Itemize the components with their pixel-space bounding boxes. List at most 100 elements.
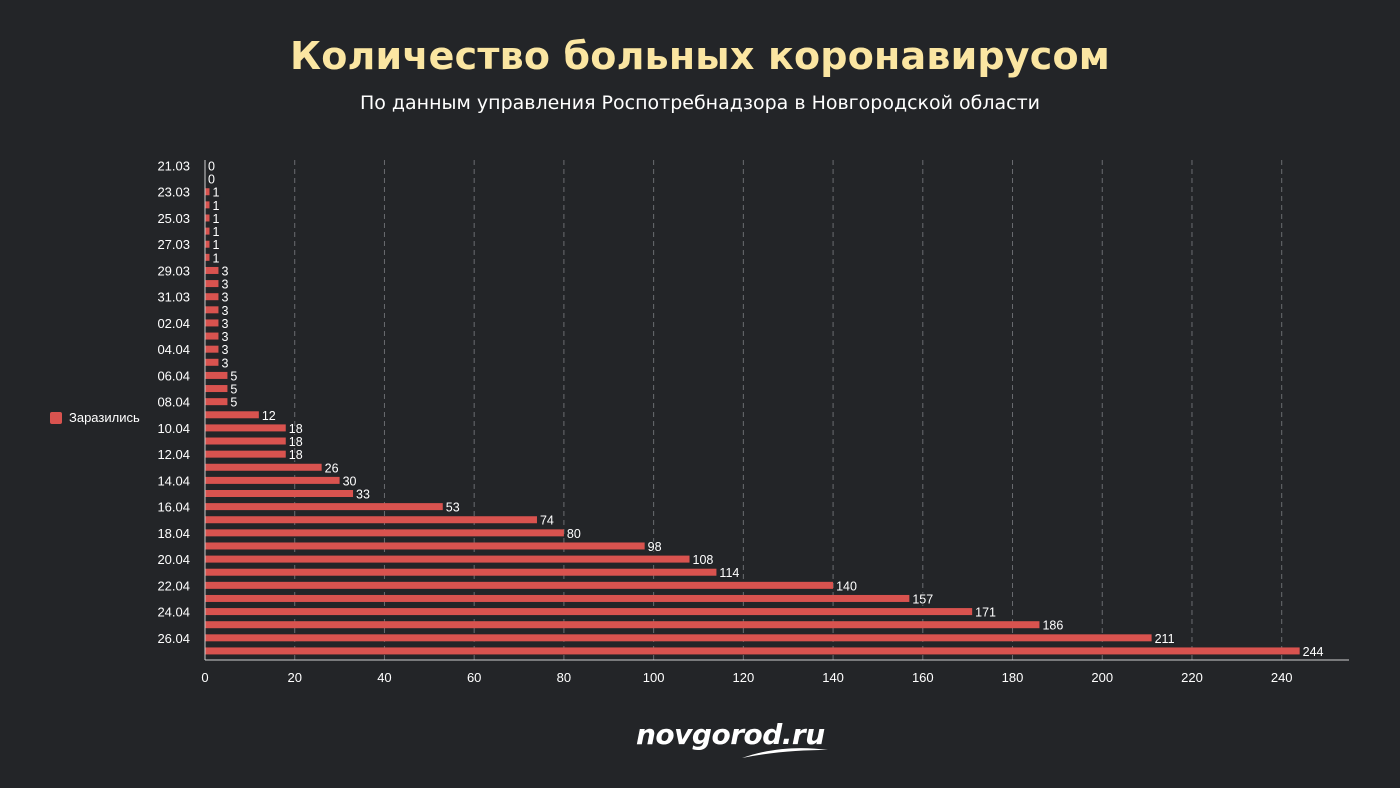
bar[interactable]	[205, 293, 219, 301]
data-label: 98	[648, 540, 662, 554]
logo-swoosh-icon	[742, 748, 828, 758]
bar[interactable]	[205, 411, 259, 419]
bar[interactable]	[205, 398, 228, 406]
y-tick-label: 27.03	[157, 237, 190, 252]
y-tick-label: 12.04	[157, 447, 190, 462]
y-tick-label: 06.04	[157, 368, 190, 383]
bar[interactable]	[205, 371, 228, 379]
bar[interactable]	[205, 266, 219, 274]
x-tick-label: 0	[201, 670, 208, 685]
x-tick-label: 100	[643, 670, 665, 685]
bar[interactable]	[205, 542, 645, 550]
bar[interactable]	[205, 306, 219, 314]
y-tick-label: 26.04	[157, 631, 190, 646]
data-label: 1	[212, 225, 219, 239]
bar[interactable]	[205, 437, 286, 445]
bar[interactable]	[205, 529, 564, 537]
data-label: 114	[719, 566, 739, 580]
data-label: 171	[975, 606, 996, 620]
bar[interactable]	[205, 385, 228, 393]
data-label: 3	[221, 264, 228, 278]
data-label: 1	[212, 186, 219, 200]
bar[interactable]	[205, 280, 219, 288]
bar[interactable]	[205, 332, 219, 340]
bar[interactable]	[205, 634, 1152, 642]
y-tick-label: 20.04	[157, 552, 190, 567]
data-label: 18	[289, 448, 303, 462]
data-label: 0	[208, 160, 215, 174]
data-label: 30	[343, 474, 357, 488]
y-tick-label: 29.03	[157, 263, 190, 278]
x-tick-label: 200	[1091, 670, 1113, 685]
bar[interactable]	[205, 503, 443, 511]
axes: 0 20 40 60 80 100 120 140 160 180 200 220 24021.0323…	[157, 159, 1349, 685]
bar[interactable]	[205, 621, 1040, 629]
bar[interactable]	[205, 450, 286, 458]
chart-title: Количество больных коронавирусом	[289, 34, 1111, 78]
x-tick-label: 60	[467, 670, 481, 685]
bar[interactable]	[205, 516, 537, 524]
bar[interactable]	[205, 201, 210, 209]
bar[interactable]	[205, 424, 286, 432]
bar[interactable]	[205, 214, 210, 222]
data-label: 3	[221, 304, 228, 318]
bar[interactable]	[205, 227, 210, 235]
data-label: 1	[212, 238, 219, 252]
bar[interactable]	[205, 594, 910, 602]
bar[interactable]	[205, 253, 210, 261]
data-label: 0	[208, 173, 215, 187]
y-tick-label: 22.04	[157, 578, 190, 593]
x-tick-label: 180	[1002, 670, 1024, 685]
bar[interactable]	[205, 240, 210, 248]
data-label: 186	[1042, 619, 1063, 633]
y-tick-label: 10.04	[157, 421, 190, 436]
x-tick-label: 240	[1271, 670, 1293, 685]
data-label: 1	[212, 199, 219, 213]
data-label: 1	[212, 212, 219, 226]
bar[interactable]	[205, 358, 219, 366]
x-tick-label: 220	[1181, 670, 1203, 685]
data-label: 33	[356, 488, 370, 502]
y-tick-label: 21.03	[157, 159, 190, 174]
site-logo[interactable]: novgorod.ru	[636, 718, 836, 764]
bars	[205, 188, 1300, 655]
data-label: 244	[1303, 645, 1324, 659]
bar[interactable]	[205, 345, 219, 353]
x-tick-label: 120	[733, 670, 755, 685]
data-label: 140	[836, 579, 857, 593]
bar[interactable]	[205, 608, 973, 616]
y-tick-label: 16.04	[157, 500, 190, 515]
x-tick-label: 160	[912, 670, 934, 685]
y-tick-label: 23.03	[157, 185, 190, 200]
data-label: 1	[212, 251, 219, 265]
bar[interactable]	[205, 463, 322, 471]
data-label: 3	[221, 356, 228, 370]
data-label: 3	[221, 343, 228, 357]
y-tick-label: 14.04	[157, 473, 190, 488]
y-tick-label: 08.04	[157, 395, 190, 410]
data-label: 3	[221, 278, 228, 292]
bar[interactable]	[205, 647, 1300, 655]
data-label: 5	[230, 369, 237, 383]
legend-swatch	[50, 411, 62, 424]
bar[interactable]	[205, 568, 717, 576]
bar[interactable]	[205, 476, 340, 484]
bar[interactable]	[205, 555, 690, 563]
bar[interactable]	[205, 581, 834, 589]
data-label: 211	[1155, 632, 1175, 646]
data-label: 3	[221, 330, 228, 344]
y-tick-label: 25.03	[157, 211, 190, 226]
logo-text: novgorod.ru	[636, 718, 825, 751]
bar[interactable]	[205, 490, 354, 497]
data-label: 5	[230, 383, 237, 397]
legend[interactable]: Заразились	[50, 410, 140, 425]
bar[interactable]	[205, 188, 210, 196]
data-label: 3	[221, 291, 228, 305]
data-label: 5	[230, 396, 237, 410]
bar[interactable]	[205, 319, 219, 327]
data-label: 157	[912, 592, 933, 606]
grid-lines	[294, 160, 1283, 660]
x-tick-label: 140	[822, 670, 844, 685]
y-tick-label: 31.03	[157, 290, 190, 305]
